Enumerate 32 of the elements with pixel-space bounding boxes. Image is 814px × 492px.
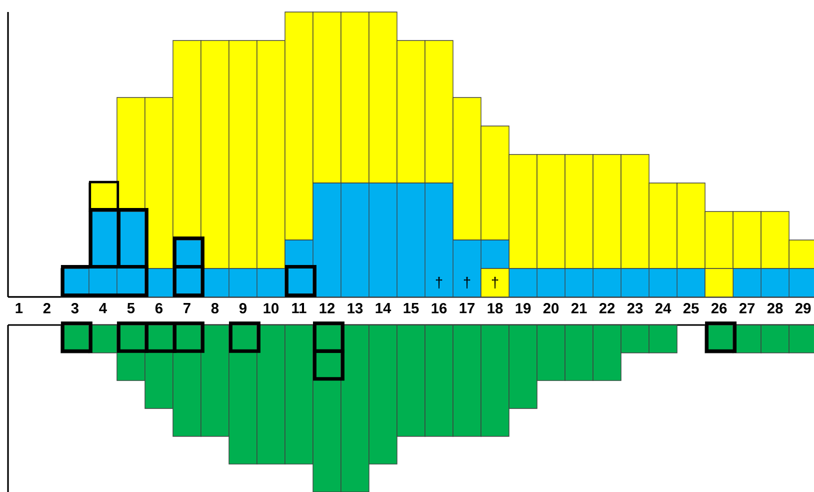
x-tick-label: 18 <box>488 303 503 314</box>
x-tick-label: 8 <box>211 303 219 314</box>
x-tick-label: 25 <box>683 303 699 314</box>
x-tick-label: 10 <box>264 303 279 314</box>
x-tick-label: 23 <box>627 303 643 314</box>
annotation: † <box>492 276 498 289</box>
x-tick-label: 29 <box>795 303 811 314</box>
x-tick-label: 27 <box>739 303 755 314</box>
x-tick-label: 15 <box>404 303 419 314</box>
x-tick-label: 11 <box>292 303 306 314</box>
x-tick-label: 26 <box>711 303 727 314</box>
x-tick-label: 4 <box>99 303 107 314</box>
x-tick-label: 6 <box>155 303 163 314</box>
x-tick-label: 19 <box>516 303 531 314</box>
x-tick-label: 2 <box>43 303 50 314</box>
x-tick-label: 12 <box>320 303 335 314</box>
x-tick-label: 28 <box>767 303 783 314</box>
x-tick-label: 24 <box>655 303 672 314</box>
x-tick-label: 7 <box>184 303 190 314</box>
x-tick-label: 1 <box>16 303 23 314</box>
annotation: † <box>464 276 470 289</box>
x-tick-label: 14 <box>376 303 392 314</box>
x-tick-label: 3 <box>71 303 78 314</box>
x-tick-label: 22 <box>599 303 615 314</box>
annotation: † <box>436 276 442 289</box>
x-tick-label: 21 <box>571 303 587 314</box>
x-tick-label: 20 <box>543 303 559 314</box>
x-tick-label: 5 <box>127 303 135 314</box>
x-tick-label: 13 <box>348 303 363 314</box>
x-tick-label: 9 <box>239 303 247 314</box>
x-tick-label: 17 <box>460 303 475 314</box>
x-tick-label: 16 <box>432 303 447 314</box>
